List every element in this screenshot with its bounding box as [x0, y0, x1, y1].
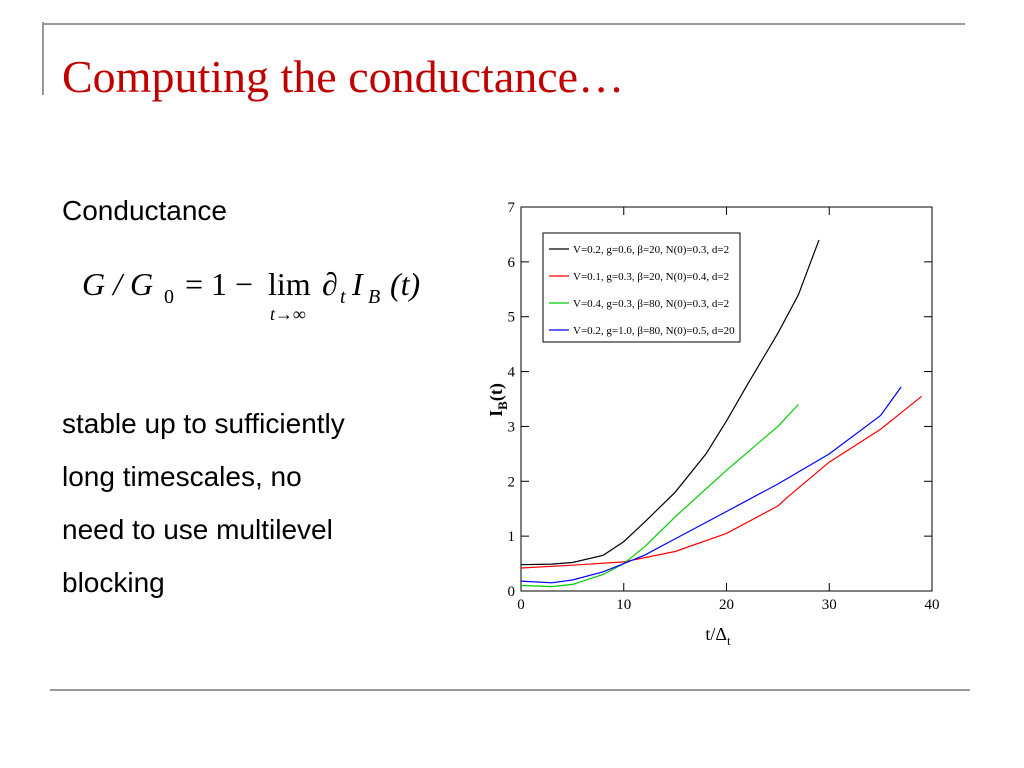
series-line: [520, 404, 799, 588]
legend-label: V=0.1, g=0.3, β=20, N(0)=0.4, d=2: [573, 271, 729, 283]
series-line: [520, 239, 820, 566]
x-tick-label: 30: [822, 597, 837, 613]
y-tick-label: 0: [508, 584, 516, 600]
y-axis-label: IB(t): [486, 383, 510, 417]
formula-part: (t): [390, 266, 420, 302]
x-tick-label: 20: [719, 597, 734, 613]
y-tick-label: 1: [508, 529, 516, 545]
legend-label: V=0.2, g=0.6, β=20, N(0)=0.3, d=2: [573, 244, 729, 256]
formula-part: 0: [164, 286, 174, 308]
heading: Conductance: [62, 195, 227, 226]
x-tick-label: 10: [616, 597, 631, 613]
x-tick-label: 40: [925, 597, 940, 613]
y-tick-label: 4: [508, 365, 516, 381]
y-tick-label: 2: [508, 474, 516, 490]
slide-title: Computing the conductance…: [62, 51, 624, 102]
body-line: long timescales, no: [62, 461, 302, 492]
legend-box: [542, 232, 741, 343]
formula-part: t: [340, 286, 346, 308]
body-line: blocking: [62, 567, 165, 598]
chart: t/Δt IB(t) 0 10 20 30 40 0 1 2 3 4 5 6 7 V=0.2, g=0.6…: [486, 200, 940, 648]
y-tick-label: 3: [508, 419, 516, 435]
y-tick-label: 5: [508, 310, 516, 326]
legend-label: V=0.4, g=0.3, β=80, N(0)=0.3, d=2: [573, 298, 729, 310]
body-line: stable up to sufficiently: [62, 408, 345, 439]
formula: G / G 0 = 1 − lim t→∞ ∂ t I B (t): [82, 266, 420, 324]
x-tick-label: 0: [517, 597, 525, 613]
formula-part: G / G: [82, 266, 153, 302]
body-line: need to use multilevel: [62, 514, 333, 545]
y-tick-label: 6: [508, 255, 516, 271]
formula-part: I: [351, 266, 364, 302]
y-tick-label: 7: [508, 200, 516, 216]
formula-part: t→∞: [270, 304, 306, 324]
legend-label: V=0.2, g=1.0, β=80, N(0)=0.5, d=20: [573, 325, 735, 337]
formula-part: lim: [268, 266, 311, 302]
formula-part: = 1 −: [185, 266, 253, 302]
body-text: stable up to sufficiently long timescale…: [62, 408, 345, 598]
series-line: [520, 386, 902, 584]
formula-part: B: [368, 286, 380, 308]
x-axis-label: t/Δt: [705, 624, 731, 648]
formula-part: ∂: [322, 266, 338, 302]
series-line: [520, 395, 923, 569]
